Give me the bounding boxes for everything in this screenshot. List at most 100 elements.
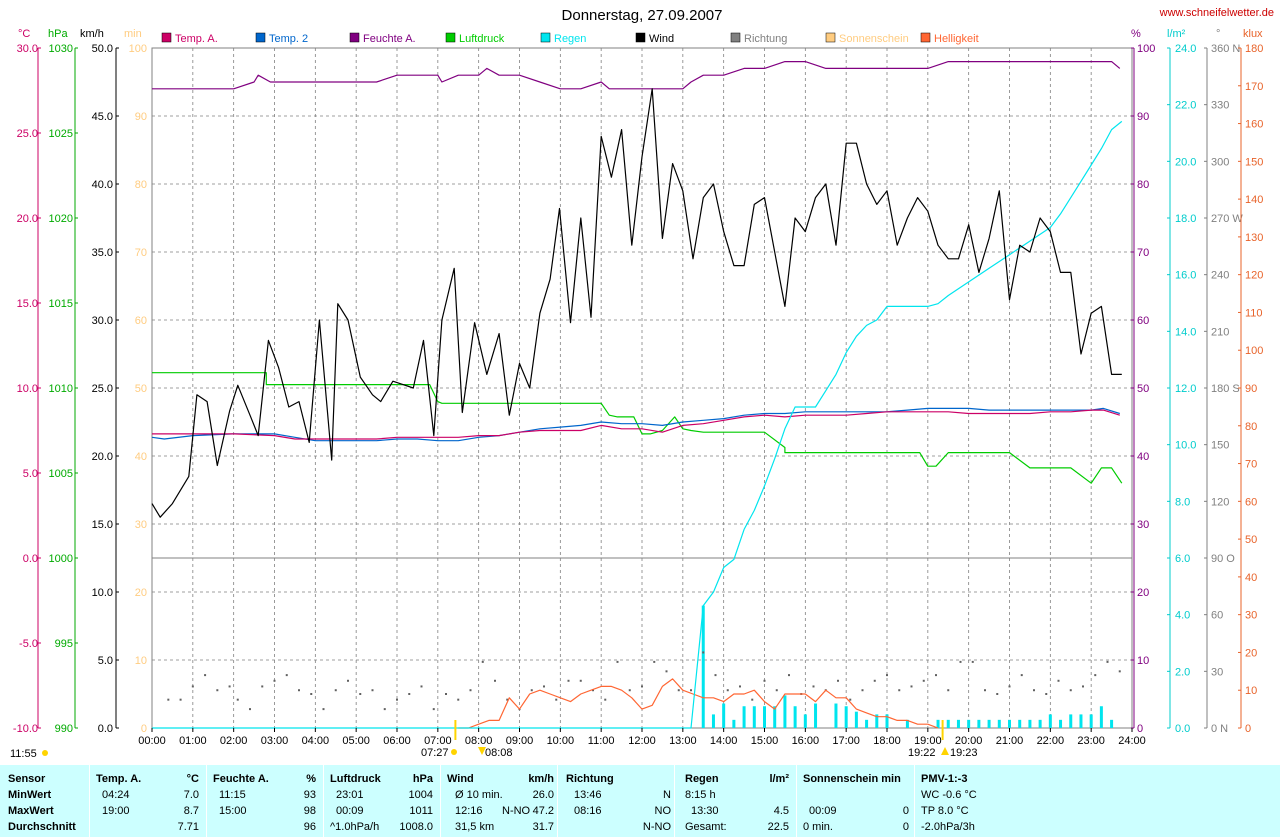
sunset-time-label: 19:22	[908, 747, 936, 759]
temp-tick-label: 30.0	[17, 43, 38, 55]
wind-tick-label: 15.0	[92, 519, 113, 531]
summary-col-direction: Richtung 13:46 N 08:16 NO N-NO	[557, 765, 675, 837]
rain-bar	[1099, 706, 1103, 728]
direction-point	[665, 670, 668, 673]
direction-point	[543, 685, 545, 688]
temp-min-time: 04:24	[102, 789, 130, 801]
rain-unit-label: l/m²	[1167, 28, 1186, 40]
direction-point	[812, 685, 815, 688]
direction-point	[935, 674, 937, 677]
direction-point	[432, 708, 435, 711]
sun-tick-label: 90	[135, 111, 147, 123]
direction-point	[408, 693, 411, 695]
rain-tick-label: 20.0	[1175, 156, 1196, 168]
direction-point	[469, 689, 472, 692]
pressure-unit: hPa	[412, 773, 433, 785]
legend-label: Sonnenschein	[839, 33, 909, 45]
brightness-tick-label: 80	[1245, 421, 1257, 433]
sun-tick-label: 30	[135, 519, 147, 531]
pressure-tick-label: 990	[55, 723, 73, 735]
direction-point	[420, 685, 423, 688]
temp-tick-label: 0.0	[23, 553, 38, 565]
sun-avg: 0	[902, 821, 909, 833]
humidity-avg: 96	[303, 821, 316, 833]
direction-point	[702, 651, 705, 654]
rain-bar	[783, 695, 787, 728]
rain-tick-label: 24.0	[1175, 43, 1196, 55]
wind-min-label: Ø 10 min.	[455, 789, 503, 801]
brightness-tick-label: 10	[1245, 685, 1257, 697]
left-sun-icon	[42, 750, 48, 756]
legend-label: Temp. A.	[175, 33, 218, 45]
legend-label: Feuchte A.	[363, 33, 416, 45]
rain-tick-label: 18.0	[1175, 213, 1196, 225]
direction-point	[445, 693, 447, 695]
direction-point	[347, 679, 349, 682]
rain-bar	[1089, 714, 1093, 728]
direction-point	[726, 689, 729, 692]
rain-bar	[844, 706, 848, 728]
direction-min-time: 13:46	[574, 789, 602, 801]
summary-row-label: Sensor	[8, 773, 46, 785]
x-tick-label: 15:00	[751, 735, 779, 747]
regen-series-line	[152, 120, 1123, 729]
direction-point	[273, 679, 276, 682]
brightness-tick-label: 20	[1245, 647, 1257, 659]
direction-point	[604, 698, 607, 701]
legend-swatch	[255, 32, 266, 43]
rain-bar	[773, 706, 777, 728]
x-tick-label: 04:00	[302, 735, 330, 747]
x-tick-label: 23:00	[1077, 735, 1105, 747]
weather-chart: Donnerstag, 27.09.2007 www.schneifelwett…	[10, 7, 1274, 760]
direction-tick-label: 270 W	[1211, 213, 1243, 225]
rain-bar	[742, 706, 746, 728]
direction-point	[898, 689, 901, 692]
wind-unit-label: km/h	[80, 28, 104, 40]
pressure-tick-label: 1015	[49, 298, 73, 310]
direction-tick-label: 300	[1211, 156, 1229, 168]
direction-point	[1033, 689, 1035, 692]
rain-bar	[946, 719, 950, 728]
x-tick-label: 00:00	[138, 735, 166, 747]
helligkeit-series-line	[458, 678, 939, 729]
plot-area	[151, 60, 1123, 729]
humidity-unit-label: %	[1131, 28, 1141, 40]
direction-min: N	[663, 789, 671, 801]
legend-swatch	[635, 32, 646, 43]
rain-total: 22.5	[767, 821, 789, 833]
direction-header: Richtung	[566, 773, 614, 785]
wind-tick-label: 25.0	[92, 383, 113, 395]
direction-point	[788, 674, 790, 677]
brightness-tick-label: 110	[1245, 307, 1263, 319]
sun-max: 0	[902, 805, 909, 817]
x-tick-label: 22:00	[1037, 735, 1065, 747]
time-axis: 00:00 01:00 02:00 03:00 04:00 05:00 06:00 07:00…	[138, 728, 1146, 747]
temp-tick-label: 5.0	[23, 468, 38, 480]
wind-max-dir: N-NO	[502, 805, 531, 817]
direction-max: NO	[654, 805, 672, 817]
brightness-tick-label: 160	[1245, 119, 1263, 131]
legend-swatch	[349, 32, 360, 43]
wind-tick-label: 20.0	[92, 451, 113, 463]
rain-max-time: 13:30	[691, 805, 719, 817]
rain-bar	[722, 703, 726, 728]
temp-max-time: 19:00	[102, 805, 130, 817]
wind-max-time: 12:16	[455, 805, 483, 817]
direction-point	[310, 693, 313, 695]
temp-tick-label: -5.0	[19, 638, 38, 650]
pressure-min: 1004	[408, 789, 433, 801]
website-link[interactable]: www.schneifelwetter.de	[1159, 7, 1274, 19]
direction-tick-label: 60	[1211, 610, 1223, 622]
direction-point	[1020, 674, 1023, 677]
direction-point	[383, 708, 386, 711]
rain-tick-label: 16.0	[1175, 270, 1196, 282]
rain-unit: l/m²	[769, 773, 789, 785]
brightness-tick-label: 120	[1245, 270, 1263, 282]
legend-swatch	[540, 32, 551, 43]
legend-swatch	[825, 32, 836, 43]
rain-bar	[793, 706, 797, 728]
x-tick-label: 02:00	[220, 735, 248, 747]
luftdruck-series-line	[152, 372, 1123, 484]
humidity-tick-label: 10	[1137, 655, 1149, 667]
legend-label: Regen	[554, 33, 586, 45]
